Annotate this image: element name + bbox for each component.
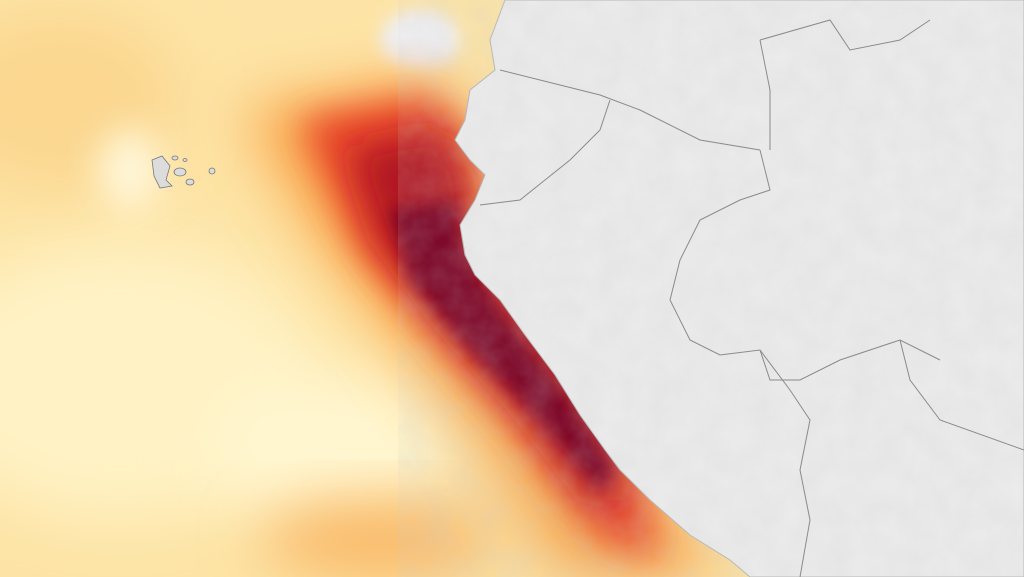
land-layer — [454, 0, 1024, 577]
border-bolivia-brazil — [899, 339, 1024, 451]
border-colombia-ecuador — [499, 69, 761, 151]
border-colombia-brazil — [759, 19, 931, 150]
temperature-anomaly-plume — [240, 80, 720, 577]
country-borders — [479, 19, 1024, 577]
border-ecuador-peru — [479, 99, 611, 206]
border-peru-colombia-brazil — [669, 149, 941, 381]
border-peru-bolivia — [759, 349, 811, 577]
galapagos-islands — [151, 155, 216, 189]
